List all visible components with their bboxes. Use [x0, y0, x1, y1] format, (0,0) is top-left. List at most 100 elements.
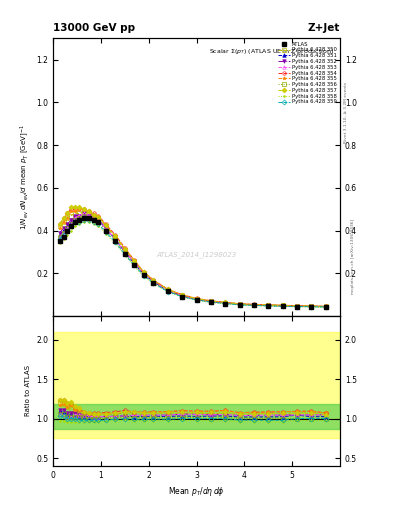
- ATLAS: [65, 227, 70, 233]
- Pythia 6.428 356: [194, 296, 199, 303]
- Pythia 6.428 356: [252, 302, 256, 308]
- Pythia 6.428 351: [180, 293, 185, 299]
- Pythia 6.428 354: [123, 245, 127, 251]
- Pythia 6.428 358: [165, 289, 170, 295]
- Pythia 6.428 356: [280, 303, 285, 309]
- Pythia 6.428 352: [65, 221, 70, 227]
- Pythia 6.428 352: [61, 225, 66, 231]
- Pythia 6.428 355: [151, 277, 156, 283]
- Pythia 6.428 356: [82, 212, 86, 219]
- ATLAS: [73, 219, 77, 225]
- Pythia 6.428 350: [103, 223, 108, 229]
- Pythia 6.428 350: [69, 212, 73, 219]
- Pythia 6.428 356: [180, 293, 185, 300]
- Pythia 6.428 354: [266, 302, 270, 308]
- ATLAS: [91, 217, 96, 223]
- Pythia 6.428 351: [132, 261, 137, 267]
- Pythia 6.428 354: [61, 215, 66, 221]
- Pythia 6.428 359: [180, 293, 185, 300]
- Y-axis label: $1/N_\mathrm{ev}$ $dN_\mathrm{ev}/d$ mean $p_T$ [GeV]$^{-1}$: $1/N_\mathrm{ev}$ $dN_\mathrm{ev}/d$ mea…: [18, 124, 31, 230]
- ATLAS: [96, 219, 101, 225]
- Pythia 6.428 350: [280, 303, 285, 309]
- Pythia 6.428 352: [165, 287, 170, 293]
- Pythia 6.428 356: [73, 217, 77, 223]
- Pythia 6.428 357: [77, 204, 82, 210]
- Pythia 6.428 359: [91, 219, 96, 225]
- Pythia 6.428 351: [69, 219, 73, 225]
- Pythia 6.428 355: [309, 303, 314, 309]
- Pythia 6.428 351: [194, 296, 199, 303]
- Pythia 6.428 352: [266, 302, 270, 308]
- Pythia 6.428 358: [141, 273, 146, 280]
- ATLAS: [103, 227, 108, 233]
- Pythia 6.428 353: [57, 234, 62, 240]
- Pythia 6.428 352: [113, 236, 118, 242]
- Pythia 6.428 352: [123, 249, 127, 255]
- Pythia 6.428 356: [123, 250, 127, 256]
- Pythia 6.428 351: [165, 288, 170, 294]
- Pythia 6.428 357: [65, 210, 70, 217]
- Pythia 6.428 355: [165, 286, 170, 292]
- Pythia 6.428 359: [295, 304, 299, 310]
- Pythia 6.428 350: [295, 303, 299, 309]
- Pythia 6.428 353: [132, 260, 137, 266]
- Pythia 6.428 354: [165, 286, 170, 292]
- Pythia 6.428 352: [180, 292, 185, 298]
- Pythia 6.428 358: [208, 300, 213, 306]
- Pythia 6.428 355: [77, 206, 82, 212]
- Bar: [53, 404, 340, 429]
- Pythia 6.428 350: [237, 301, 242, 307]
- Text: Z+Jet: Z+Jet: [308, 23, 340, 33]
- Pythia 6.428 354: [82, 206, 86, 212]
- Pythia 6.428 352: [151, 278, 156, 284]
- Pythia 6.428 356: [223, 300, 228, 306]
- Pythia 6.428 350: [223, 300, 228, 306]
- Pythia 6.428 351: [309, 304, 314, 310]
- Pythia 6.428 352: [323, 304, 328, 310]
- Pythia 6.428 356: [141, 272, 146, 278]
- Pythia 6.428 355: [208, 297, 213, 304]
- Line: Pythia 6.428 352: Pythia 6.428 352: [58, 211, 327, 308]
- Pythia 6.428 355: [82, 206, 86, 212]
- Pythia 6.428 351: [82, 212, 86, 219]
- Pythia 6.428 353: [309, 303, 314, 309]
- Pythia 6.428 355: [65, 215, 70, 221]
- Pythia 6.428 352: [96, 217, 101, 223]
- Pythia 6.428 354: [103, 221, 108, 227]
- Pythia 6.428 353: [123, 249, 127, 255]
- Pythia 6.428 359: [309, 304, 314, 310]
- Pythia 6.428 357: [96, 214, 101, 220]
- Pythia 6.428 350: [86, 210, 91, 217]
- Pythia 6.428 353: [237, 301, 242, 307]
- Pythia 6.428 357: [123, 246, 127, 252]
- Text: 13000 GeV pp: 13000 GeV pp: [53, 23, 135, 33]
- Pythia 6.428 353: [295, 303, 299, 309]
- Pythia 6.428 352: [73, 212, 77, 219]
- Pythia 6.428 359: [69, 223, 73, 229]
- Pythia 6.428 355: [86, 208, 91, 215]
- Pythia 6.428 359: [208, 299, 213, 305]
- ATLAS: [223, 301, 228, 307]
- Pythia 6.428 357: [57, 221, 62, 227]
- Line: Pythia 6.428 350: Pythia 6.428 350: [58, 209, 327, 308]
- Pythia 6.428 350: [208, 298, 213, 304]
- ATLAS: [194, 297, 199, 303]
- Pythia 6.428 355: [132, 258, 137, 264]
- Pythia 6.428 353: [69, 221, 73, 227]
- Pythia 6.428 353: [82, 210, 86, 217]
- Line: ATLAS: ATLAS: [57, 215, 328, 309]
- Pythia 6.428 356: [323, 304, 328, 310]
- Pythia 6.428 353: [194, 296, 199, 302]
- Pythia 6.428 354: [280, 302, 285, 308]
- Pythia 6.428 355: [91, 211, 96, 218]
- Pythia 6.428 357: [82, 206, 86, 212]
- Pythia 6.428 353: [151, 278, 156, 284]
- ATLAS: [132, 262, 137, 268]
- Line: Pythia 6.428 351: Pythia 6.428 351: [58, 214, 327, 308]
- Y-axis label: Ratio to ATLAS: Ratio to ATLAS: [24, 366, 31, 416]
- Pythia 6.428 351: [252, 302, 256, 308]
- Pythia 6.428 351: [61, 227, 66, 233]
- Pythia 6.428 357: [91, 211, 96, 218]
- Pythia 6.428 356: [132, 261, 137, 267]
- Pythia 6.428 356: [237, 302, 242, 308]
